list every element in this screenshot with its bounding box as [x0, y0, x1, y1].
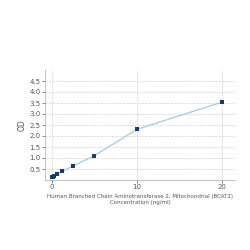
Point: [55, 172, 59, 176]
Point: [92, 154, 96, 158]
Point: [51, 174, 55, 178]
Point: [50, 176, 54, 180]
X-axis label: Human Branched Chain Aminotransferase 2, Mitochondrial (BCAT2)
Concentration (ng: Human Branched Chain Aminotransferase 2,…: [47, 194, 233, 205]
Point: [60, 169, 64, 173]
Point: [220, 100, 224, 104]
Y-axis label: OD: OD: [18, 119, 27, 131]
Point: [135, 127, 139, 131]
Point: [71, 164, 75, 168]
Point: [52, 174, 56, 178]
